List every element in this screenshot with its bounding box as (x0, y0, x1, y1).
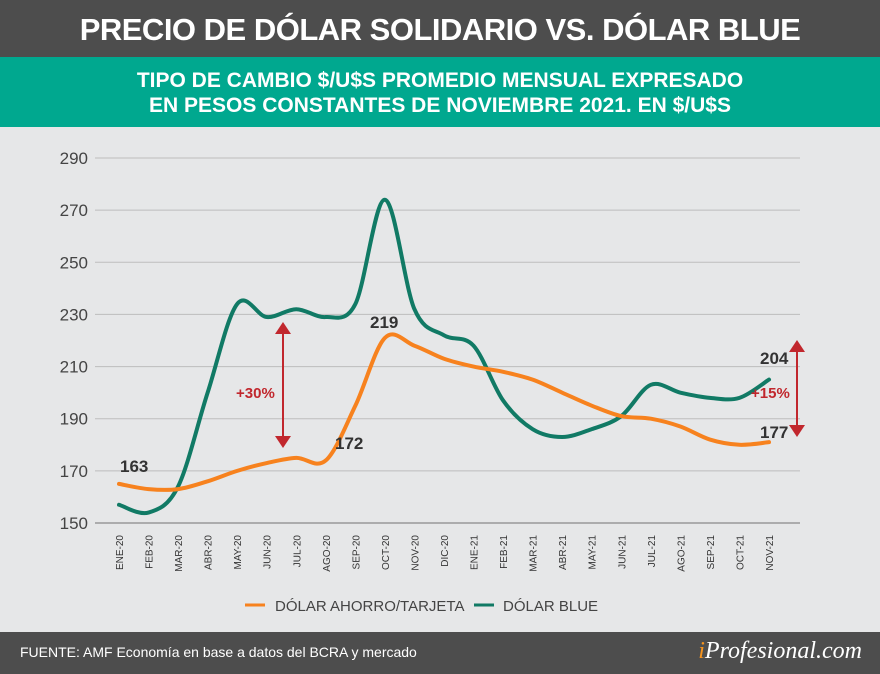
iprofesional-logo: iProfesional.com (698, 638, 862, 664)
x-tick-label: SEP-21 (706, 535, 717, 570)
y-tick-label: 210 (60, 358, 88, 377)
x-tick-label: OCT-21 (735, 535, 746, 570)
annotation-30-percent: +30% (236, 385, 275, 402)
x-tick-label: JUL-21 (647, 535, 658, 568)
y-tick-label: 170 (60, 462, 88, 481)
series-line-ahorro (117, 332, 771, 492)
value-label-219: 219 (370, 313, 398, 332)
subtitle-line-2: EN PESOS CONSTANTES DE NOVIEMBRE 2021. E… (149, 94, 731, 117)
arrow-15-head-down (789, 425, 805, 437)
source-note: FUENTE: AMF Economía en base a datos del… (20, 644, 417, 660)
x-tick-label: AGO-20 (322, 535, 333, 572)
y-tick-label: 150 (60, 514, 88, 533)
x-tick-label: ENE-21 (470, 535, 481, 570)
y-tick-label: 230 (60, 305, 88, 324)
y-tick-label: 270 (60, 201, 88, 220)
x-tick-label: SEP-20 (351, 535, 362, 570)
legend-label-blue: DÓLAR BLUE (503, 598, 598, 615)
x-tick-label: MAR-20 (174, 535, 185, 572)
x-tick-label: DIC-20 (440, 535, 451, 567)
chart-subtitle: TIPO DE CAMBIO $/U$S PROMEDIO MENSUAL EX… (0, 57, 880, 127)
y-tick-label: 250 (60, 253, 88, 272)
x-tick-label: FEB-20 (145, 535, 156, 569)
value-label-163: 163 (120, 457, 148, 476)
arrow-30-head-up (275, 322, 291, 334)
value-label-204: 204 (760, 349, 789, 368)
arrow-30-head-down (275, 436, 291, 448)
x-tick-label: JUL-20 (292, 535, 303, 568)
x-tick-label: MAY-21 (588, 535, 599, 570)
annotation-15-percent: +15% (751, 385, 790, 402)
series-line-blue (117, 197, 771, 516)
x-tick-label: JUN-20 (263, 535, 274, 569)
chart-title: PRECIO DE DÓLAR SOLIDARIO VS. DÓLAR BLUE (0, 0, 880, 57)
x-tick-label: FEB-21 (499, 535, 510, 569)
legend-label-ahorro: DÓLAR AHORRO/TARJETA (275, 598, 464, 615)
value-label-172: 172 (335, 434, 363, 453)
footer: FUENTE: AMF Economía en base a datos del… (0, 632, 880, 674)
x-tick-label: NOV-20 (410, 535, 421, 571)
x-tick-label: OCT-20 (381, 535, 392, 570)
y-tick-label: 290 (60, 149, 88, 168)
arrow-15-head-up (789, 340, 805, 352)
line-chart: 150 170 190 210 230 250 270 290 ENE-20 FEB-20 MAR-… (60, 149, 805, 615)
x-tick-label: ABR-20 (204, 535, 215, 570)
x-tick-label: ENE-20 (115, 535, 126, 570)
x-tick-label: ABR-21 (558, 535, 569, 570)
y-tick-label: 190 (60, 410, 88, 429)
x-tick-label: MAR-21 (529, 535, 540, 572)
x-tick-label: JUN-21 (617, 535, 628, 569)
x-tick-label: MAY-20 (233, 535, 244, 570)
x-tick-label: NOV-21 (765, 535, 776, 571)
x-tick-label: AGO-21 (676, 535, 687, 572)
subtitle-line-1: TIPO DE CAMBIO $/U$S PROMEDIO MENSUAL EX… (136, 69, 744, 92)
value-label-177: 177 (760, 423, 788, 442)
